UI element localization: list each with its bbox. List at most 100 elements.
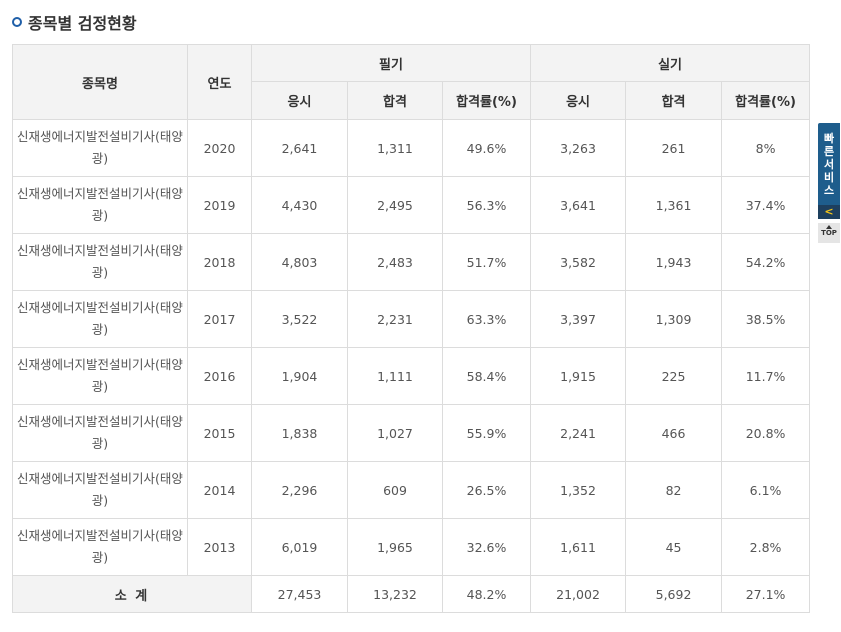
table-row: 신재생에너지발전설비기사(태양광) 2013 6,019 1,965 32.6% 1,61…: [12, 518, 811, 576]
practical-passed-cell: 45: [625, 518, 723, 576]
item-name-cell: 신재생에너지발전설비기사(태양광): [12, 290, 188, 348]
header-practical-passed: 합격: [625, 81, 723, 120]
year-cell: 2015: [187, 404, 252, 462]
written-rate-cell: 56.3%: [441, 176, 532, 234]
practical-passed-cell: 82: [625, 461, 723, 519]
header-practical-rate: 합격률(%): [721, 81, 811, 120]
practical-passed-cell: 466: [625, 404, 723, 462]
year-cell: 2019: [187, 176, 252, 234]
total-written-applicants: 27,453: [251, 575, 348, 613]
practical-applicants-cell: 3,397: [530, 290, 627, 348]
written-passed-cell: 2,483: [347, 233, 443, 291]
practical-applicants-cell: 3,263: [530, 119, 627, 177]
total-practical-applicants: 21,002: [530, 575, 627, 613]
table-row: 신재생에너지발전설비기사(태양광) 2020 2,641 1,311 49.6% 3,26…: [12, 119, 811, 177]
quick-service-label-char: 빠: [823, 131, 835, 145]
practical-passed-cell: 225: [625, 347, 723, 405]
practical-rate-cell: 38.5%: [721, 290, 811, 348]
written-rate-cell: 32.6%: [441, 518, 532, 576]
item-name-cell: 신재생에너지발전설비기사(태양광): [12, 404, 188, 462]
header-item-name: 종목명: [12, 44, 188, 120]
item-name-cell: 신재생에너지발전설비기사(태양광): [12, 518, 188, 576]
header-year: 연도: [187, 44, 252, 120]
written-passed-cell: 1,111: [347, 347, 443, 405]
written-rate-cell: 55.9%: [441, 404, 532, 462]
practical-applicants-cell: 1,611: [530, 518, 627, 576]
item-name-cell: 신재생에너지발전설비기사(태양광): [12, 176, 188, 234]
written-applicants-cell: 1,904: [251, 347, 348, 405]
total-row: 소 계 27,453 13,232 48.2% 21,002 5,692 27.…: [12, 575, 811, 613]
written-applicants-cell: 6,019: [251, 518, 348, 576]
written-passed-cell: 1,311: [347, 119, 443, 177]
written-rate-cell: 63.3%: [441, 290, 532, 348]
scroll-top-button[interactable]: TOP: [818, 223, 840, 243]
table-row: 신재생에너지발전설비기사(태양광) 2019 4,430 2,495 56.3% 3,64…: [12, 176, 811, 234]
written-rate-cell: 51.7%: [441, 233, 532, 291]
practical-passed-cell: 1,361: [625, 176, 723, 234]
written-passed-cell: 2,495: [347, 176, 443, 234]
quick-service-button[interactable]: 빠 른 서 비 스: [818, 123, 840, 205]
year-cell: 2020: [187, 119, 252, 177]
practical-rate-cell: 11.7%: [721, 347, 811, 405]
written-applicants-cell: 2,641: [251, 119, 348, 177]
table-row: 신재생에너지발전설비기사(태양광) 2016 1,904 1,111 58.4% 1,91…: [12, 347, 811, 405]
year-cell: 2016: [187, 347, 252, 405]
written-passed-cell: 1,965: [347, 518, 443, 576]
written-applicants-cell: 3,522: [251, 290, 348, 348]
written-passed-cell: 1,027: [347, 404, 443, 462]
total-practical-rate: 27.1%: [721, 575, 811, 613]
header-written-applicants: 응시: [251, 81, 348, 120]
exam-stats-table: 종목명 연도 필기 실기 응시 합격 합격률(%) 응시 합격 합격률(%) 신…: [12, 44, 811, 613]
header-written-passed: 합격: [347, 81, 443, 120]
quick-service-label-char: 른: [823, 144, 835, 158]
practical-rate-cell: 8%: [721, 119, 811, 177]
triangle-up-icon: [826, 225, 832, 229]
total-practical-passed: 5,692: [625, 575, 723, 613]
written-rate-cell: 49.6%: [441, 119, 532, 177]
year-cell: 2017: [187, 290, 252, 348]
year-cell: 2013: [187, 518, 252, 576]
quick-service-label-char: 스: [823, 183, 835, 197]
practical-rate-cell: 6.1%: [721, 461, 811, 519]
quick-service-label-char: 비: [823, 170, 835, 184]
header-practical-applicants: 응시: [530, 81, 627, 120]
total-written-rate: 48.2%: [441, 575, 532, 613]
written-rate-cell: 58.4%: [441, 347, 532, 405]
chevron-left-icon[interactable]: <: [818, 205, 840, 219]
practical-applicants-cell: 3,582: [530, 233, 627, 291]
quick-service-label-char: 서: [823, 157, 835, 171]
practical-applicants-cell: 1,915: [530, 347, 627, 405]
circle-bullet-icon: [12, 17, 22, 27]
item-name-cell: 신재생에너지발전설비기사(태양광): [12, 119, 188, 177]
practical-passed-cell: 1,943: [625, 233, 723, 291]
practical-passed-cell: 1,309: [625, 290, 723, 348]
written-applicants-cell: 2,296: [251, 461, 348, 519]
quick-service-menu: 빠 른 서 비 스 < TOP: [818, 123, 840, 243]
table-row: 신재생에너지발전설비기사(태양광) 2018 4,803 2,483 51.7% 3,58…: [12, 233, 811, 291]
practical-applicants-cell: 1,352: [530, 461, 627, 519]
page-title: 종목별 검정현황: [28, 14, 137, 33]
header-written: 필기: [250, 44, 532, 82]
written-rate-cell: 26.5%: [441, 461, 532, 519]
total-written-passed: 13,232: [347, 575, 443, 613]
page-heading: 종목별 검정현황: [12, 10, 137, 34]
practical-rate-cell: 2.8%: [721, 518, 811, 576]
written-passed-cell: 609: [347, 461, 443, 519]
year-cell: 2014: [187, 461, 252, 519]
practical-applicants-cell: 2,241: [530, 404, 627, 462]
written-applicants-cell: 4,803: [251, 233, 348, 291]
written-applicants-cell: 1,838: [251, 404, 348, 462]
practical-rate-cell: 54.2%: [721, 233, 811, 291]
table-row: 신재생에너지발전설비기사(태양광) 2015 1,838 1,027 55.9% 2,24…: [12, 404, 811, 462]
header-written-rate: 합격률(%): [441, 81, 532, 120]
written-applicants-cell: 4,430: [251, 176, 348, 234]
top-label: TOP: [821, 229, 837, 237]
item-name-cell: 신재생에너지발전설비기사(태양광): [12, 461, 188, 519]
table-row: 신재생에너지발전설비기사(태양광) 2017 3,522 2,231 63.3% 3,39…: [12, 290, 811, 348]
item-name-cell: 신재생에너지발전설비기사(태양광): [12, 347, 188, 405]
practical-rate-cell: 37.4%: [721, 176, 811, 234]
table-row: 신재생에너지발전설비기사(태양광) 2014 2,296 609 26.5% 1,352 8…: [12, 461, 811, 519]
practical-passed-cell: 261: [625, 119, 723, 177]
header-practical: 실기: [530, 44, 811, 82]
item-name-cell: 신재생에너지발전설비기사(태양광): [12, 233, 188, 291]
